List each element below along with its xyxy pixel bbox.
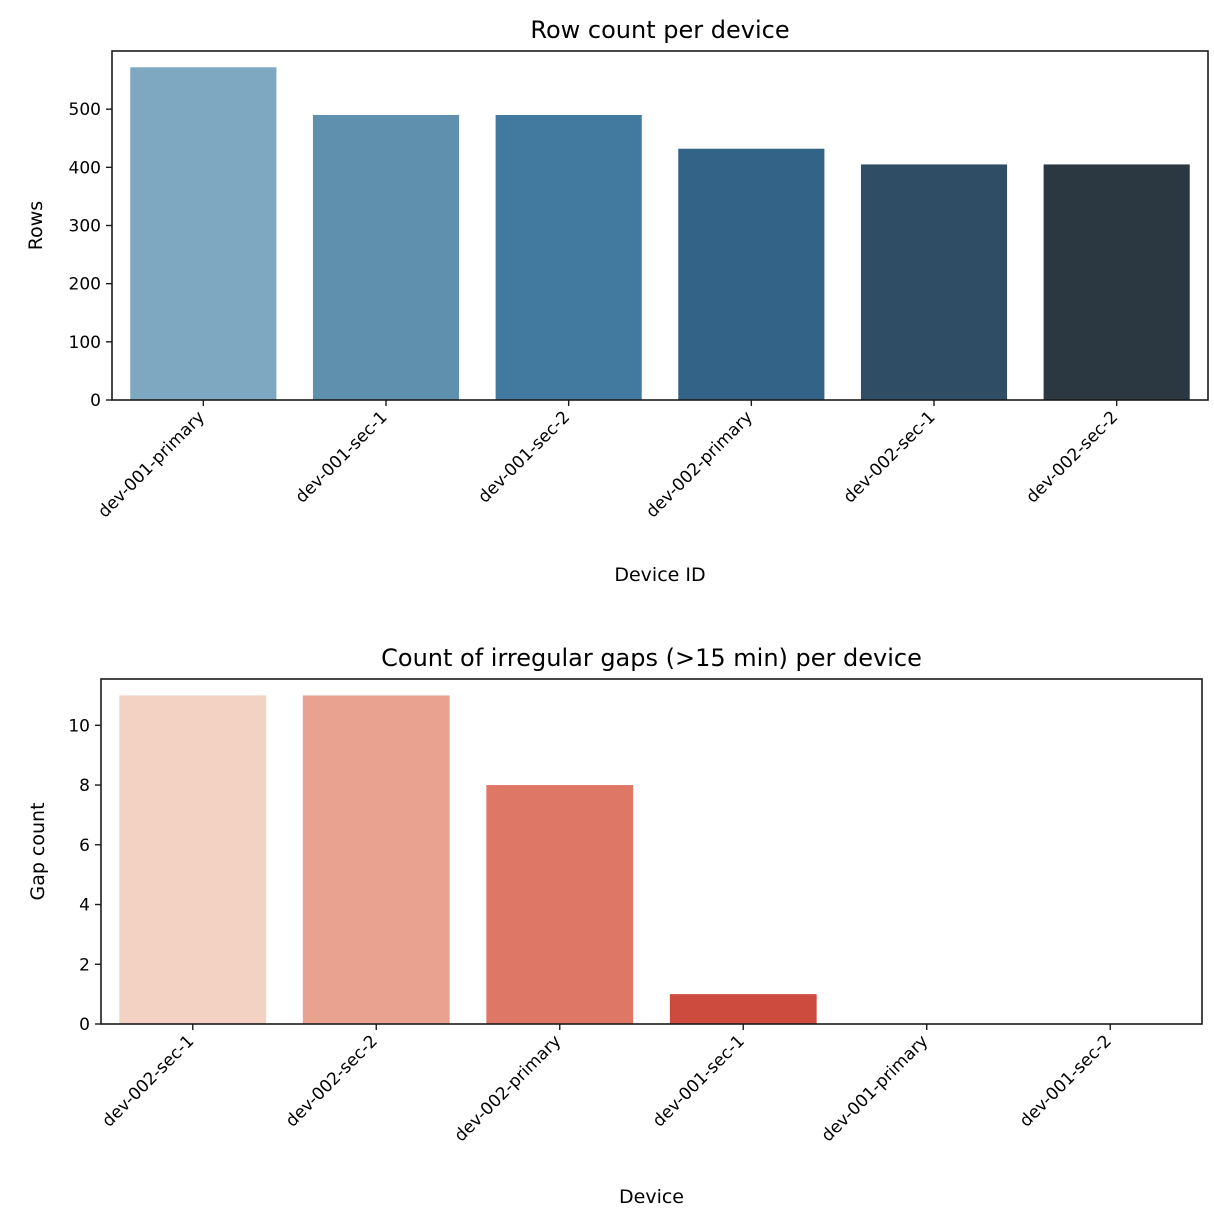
x-tick-label: dev-001-primary — [94, 407, 209, 522]
y-tick-label: 300 — [69, 217, 101, 237]
x-tick-label: dev-002-sec-2 — [282, 1031, 382, 1131]
bar-dev-001-sec-2 — [495, 114, 642, 400]
x-tick-label: dev-002-sec-1 — [98, 1031, 198, 1131]
x-tick-label: dev-002-primary — [642, 407, 757, 522]
bar-dev-002-primary — [678, 148, 825, 400]
axes-frame — [100, 678, 1203, 1025]
x-axis-label: Device — [619, 1186, 684, 1208]
y-tick-label: 2 — [79, 955, 90, 975]
bar-dev-001-primary — [130, 67, 277, 400]
y-tick-label: 100 — [69, 333, 101, 353]
x-tick-label: dev-001-sec-1 — [649, 1031, 749, 1131]
x-tick-label: dev-002-sec-2 — [1022, 407, 1122, 507]
y-tick-label: 0 — [90, 391, 101, 411]
x-tick-label: dev-002-primary — [451, 1031, 566, 1146]
y-tick-label: 200 — [69, 275, 101, 295]
gap-count-chart: Count of irregular gaps (>15 min) per de… — [27, 644, 1203, 1208]
x-axis-label: Device ID — [614, 564, 705, 586]
bar-dev-002-sec-1 — [860, 164, 1008, 400]
y-tick-label: 400 — [69, 158, 101, 178]
chart-title: Row count per device — [530, 16, 789, 44]
y-tick-label: 500 — [69, 100, 101, 120]
y-tick-label: 8 — [79, 776, 90, 796]
x-tick-label: dev-001-sec-1 — [292, 407, 392, 507]
y-tick-label: 10 — [68, 716, 90, 736]
y-axis-label: Gap count — [27, 802, 49, 900]
chart-title: Count of irregular gaps (>15 min) per de… — [381, 644, 922, 672]
x-tick-label: dev-001-sec-2 — [1016, 1031, 1116, 1131]
bar-dev-001-sec-1 — [312, 114, 460, 400]
x-tick-label: dev-002-sec-1 — [840, 407, 940, 507]
axes-frame — [111, 50, 1209, 401]
bar-dev-002-primary — [486, 785, 634, 1024]
bar-dev-002-sec-2 — [302, 695, 450, 1024]
y-tick-label: 6 — [79, 836, 90, 856]
bar-dev-002-sec-2 — [1043, 164, 1190, 400]
x-tick-label: dev-001-sec-2 — [474, 407, 574, 507]
x-tick-label: dev-001-primary — [818, 1031, 933, 1146]
bar-dev-002-sec-1 — [119, 695, 267, 1024]
y-tick-label: 0 — [79, 1015, 90, 1035]
y-tick-label: 4 — [79, 896, 90, 916]
bar-dev-001-sec-1 — [669, 994, 817, 1024]
y-axis-label: Rows — [25, 201, 47, 250]
row-count-chart: Row count per device 0 100 200 300 400 500 dev-… — [25, 16, 1209, 586]
